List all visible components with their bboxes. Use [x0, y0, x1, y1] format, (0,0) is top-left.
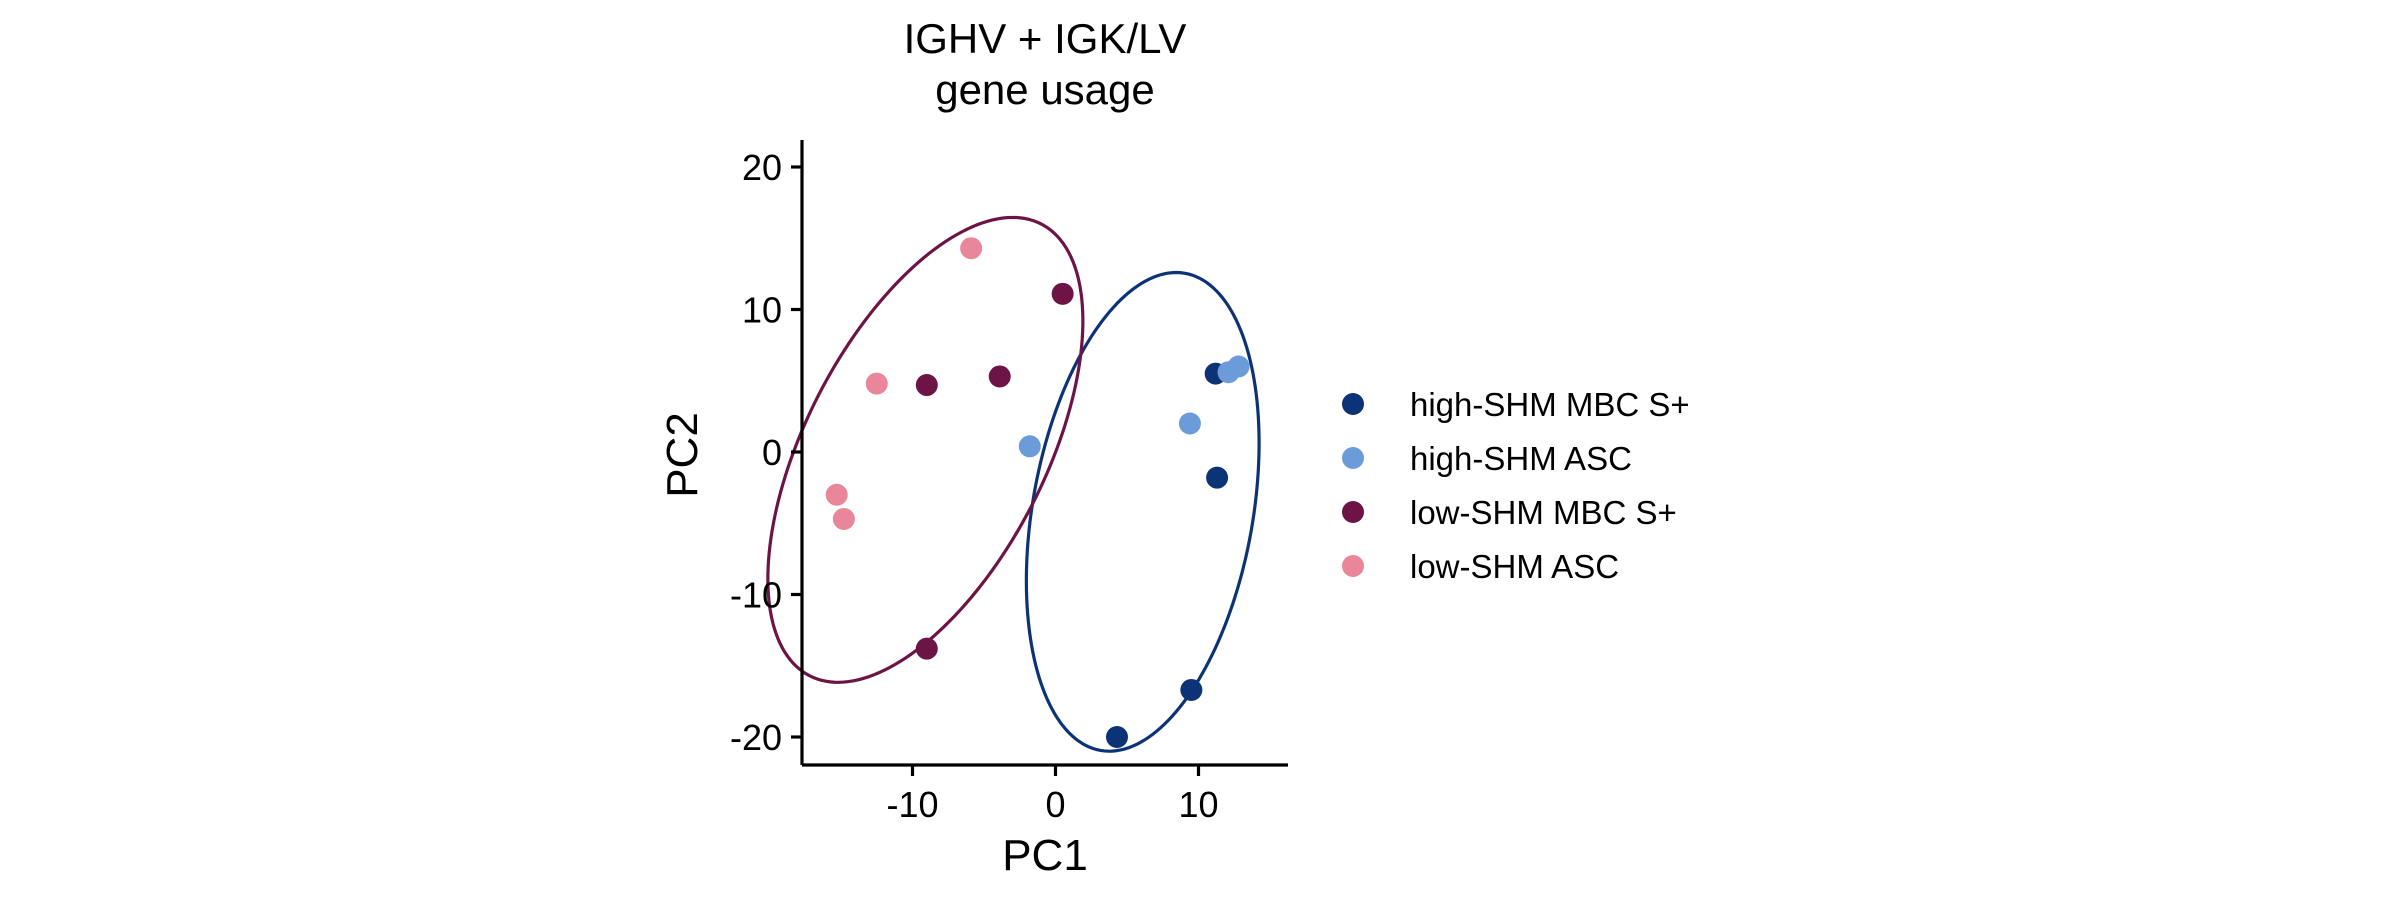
- confidence-ellipse: [766, 215, 1085, 684]
- data-point: [1018, 435, 1041, 458]
- data-point: [1206, 466, 1229, 489]
- legend-marker: [1342, 447, 1364, 469]
- x-axis-label: PC1: [1002, 831, 1088, 880]
- legend-label: high-SHM ASC: [1410, 440, 1632, 477]
- legend-label: low-SHM ASC: [1410, 548, 1619, 585]
- chart-title: IGHV + IGK/LV gene usage: [904, 15, 1187, 113]
- confidence-ellipse: [1024, 270, 1261, 753]
- x-tick-label: -10: [886, 784, 938, 825]
- y-tick-label: 20: [742, 147, 782, 188]
- legend-label: low-SHM MBC S+: [1410, 494, 1677, 531]
- y-axis-label: PC2: [658, 412, 707, 498]
- y-tick-label: 0: [762, 432, 782, 473]
- chart-title-line-2: gene usage: [935, 66, 1155, 113]
- x-tick-label: 10: [1178, 784, 1218, 825]
- data-point: [960, 237, 983, 260]
- y-tick-label: -20: [730, 717, 782, 758]
- x-tick-label: 0: [1045, 784, 1065, 825]
- data-point: [825, 483, 848, 506]
- data-point: [1180, 678, 1203, 701]
- legend-marker: [1342, 555, 1364, 577]
- y-tick-label: 10: [742, 290, 782, 331]
- data-points: [825, 237, 1250, 748]
- legend-marker: [1342, 501, 1364, 523]
- chart-title-line-1: IGHV + IGK/LV: [904, 15, 1187, 62]
- data-point: [1178, 412, 1201, 435]
- legend-label: high-SHM MBC S+: [1410, 386, 1690, 423]
- x-axis-ticks: -10 0 10: [886, 765, 1219, 825]
- data-point: [915, 374, 938, 397]
- data-point: [915, 637, 938, 660]
- data-point: [865, 372, 888, 395]
- legend: high-SHM MBC S+ high-SHM ASC low-SHM MBC S…: [1342, 386, 1690, 585]
- data-point: [1227, 355, 1250, 378]
- data-point: [832, 507, 855, 530]
- y-tick-label: -10: [730, 575, 782, 616]
- legend-marker: [1342, 393, 1364, 415]
- data-point: [1105, 726, 1128, 748]
- data-point: [988, 365, 1011, 388]
- axes: -10 0 10 -20 -10 0 10 20: [730, 140, 1288, 825]
- data-point: [1051, 282, 1074, 305]
- confidence-ellipses: [766, 215, 1261, 753]
- y-axis-ticks: -20 -10 0 10 20: [730, 147, 802, 758]
